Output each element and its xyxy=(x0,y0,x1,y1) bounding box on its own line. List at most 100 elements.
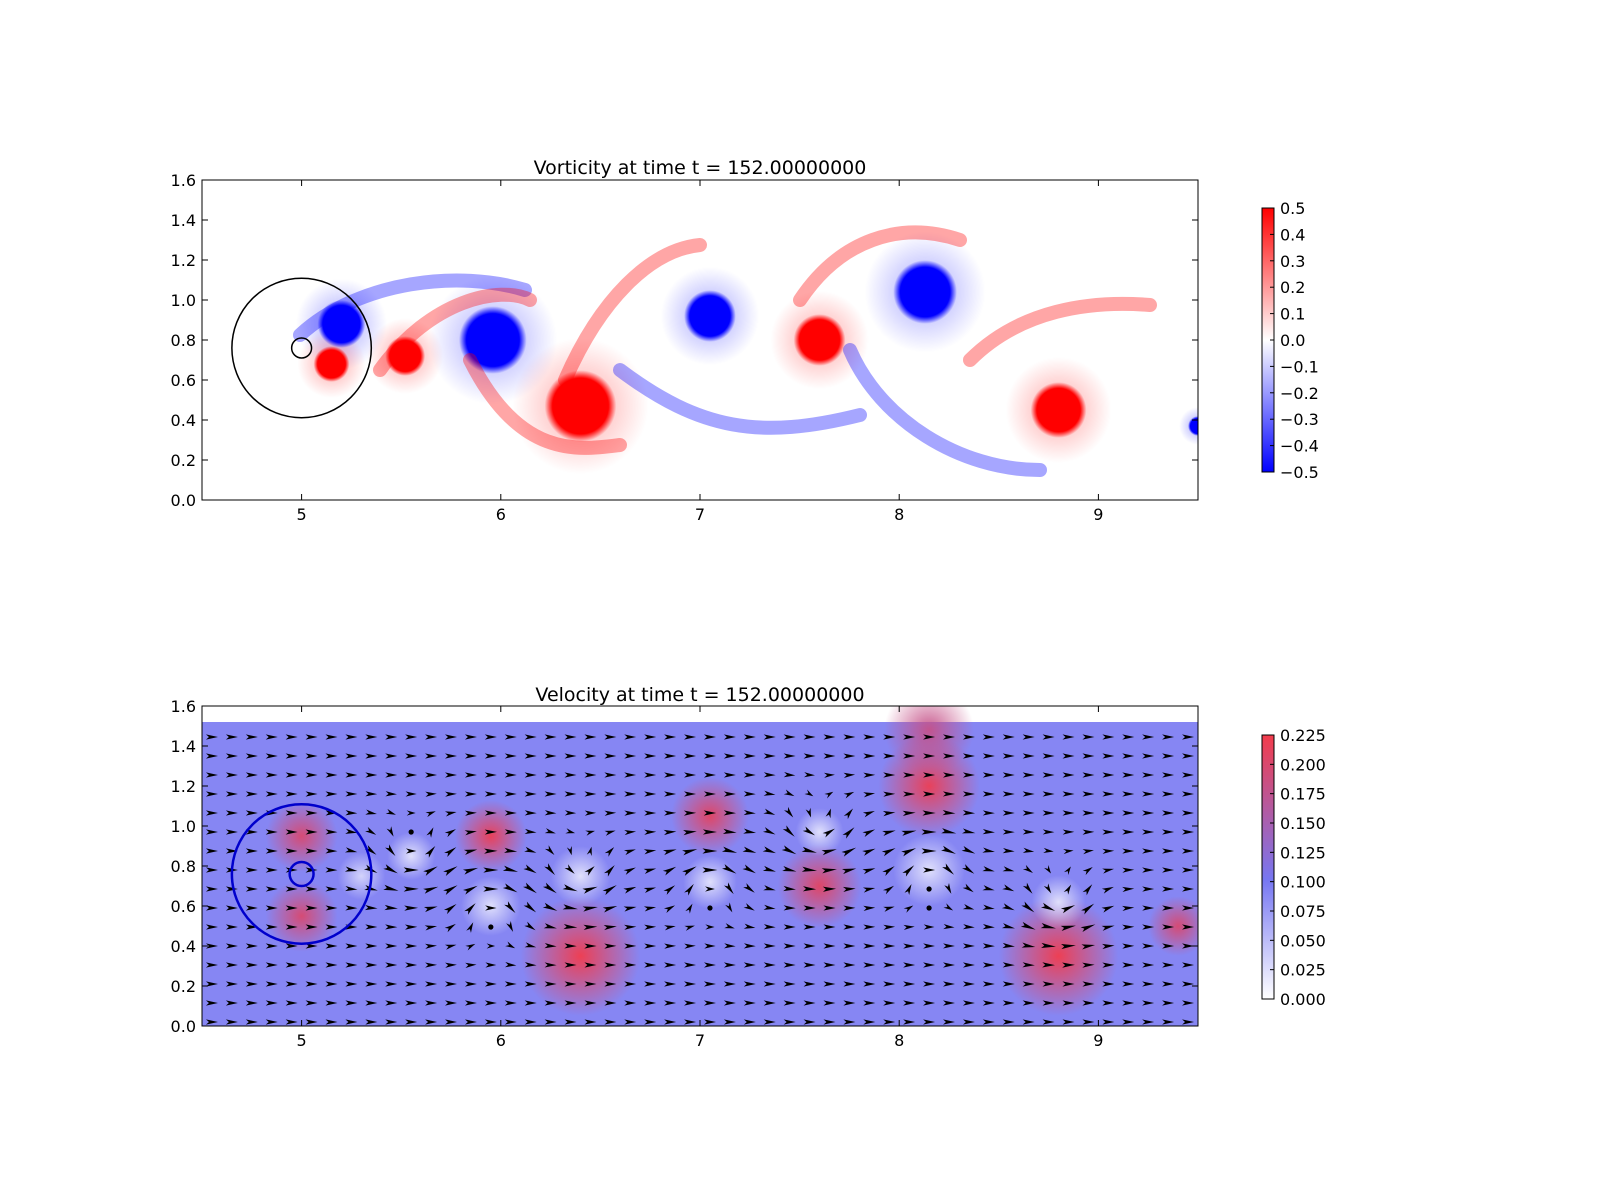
quiver-arrow xyxy=(682,849,698,856)
quiver-arrow xyxy=(285,924,298,930)
quiver-arrow xyxy=(205,810,218,816)
quiver-arrow xyxy=(624,943,637,949)
quiver-arrow xyxy=(305,886,318,892)
quiver-arrow xyxy=(763,1019,776,1025)
quiver-arrow xyxy=(285,905,298,911)
quiver-arrow xyxy=(584,943,597,949)
quiver-arrow xyxy=(225,905,238,911)
quiver-arrow xyxy=(305,924,318,930)
quiver-arrow xyxy=(803,943,816,949)
quiver-arrow xyxy=(285,829,298,835)
quiver-arrow xyxy=(1162,943,1175,949)
colorbar-tick-label: 0.075 xyxy=(1280,902,1326,921)
quiver-arrow xyxy=(1080,924,1096,933)
quiver-arrow xyxy=(1142,848,1155,854)
y-tick-label: 1.0 xyxy=(171,817,196,836)
quiver-arrow xyxy=(345,828,358,834)
speed-blob xyxy=(683,855,737,909)
quiver-arrow xyxy=(245,867,258,873)
quiver-arrow xyxy=(504,810,517,816)
quiver-arrow xyxy=(1021,942,1036,948)
quiver-arrow xyxy=(1162,981,1175,987)
quiver-arrow xyxy=(444,829,456,838)
quiver-arrow xyxy=(465,943,476,951)
quiver-arrow xyxy=(524,1000,537,1006)
quiver-arrow xyxy=(505,941,516,949)
shear-filament xyxy=(293,273,532,342)
quiver-arrow xyxy=(802,886,817,892)
quiver-arrow xyxy=(663,885,676,895)
quiver-arrow xyxy=(763,885,776,891)
quiver-arrow xyxy=(862,848,876,856)
quiver-arrow xyxy=(962,924,975,930)
quiver-arrow xyxy=(883,753,896,759)
quiver-arrow xyxy=(584,962,597,968)
quiver-arrow xyxy=(1182,829,1195,835)
quiver-arrow xyxy=(1102,734,1115,740)
quiver-arrow xyxy=(385,753,398,759)
quiver-arrow xyxy=(843,905,856,911)
quiver-arrow xyxy=(783,789,795,797)
quiver-arrow xyxy=(962,904,975,910)
quiver-arrow xyxy=(225,981,238,987)
quiver-arrow xyxy=(405,1000,418,1006)
quiver-arrow xyxy=(486,943,496,949)
quiver-arrow xyxy=(1182,886,1195,892)
quiver-arrow xyxy=(1102,868,1115,874)
quiver-arrow xyxy=(245,753,258,759)
quiver-arrow xyxy=(504,791,517,797)
quiver-arrow xyxy=(225,734,238,740)
quiver-arrow xyxy=(783,885,796,892)
colorbar-tick-label: −0.1 xyxy=(1280,357,1319,376)
x-tick-label: 9 xyxy=(1093,505,1103,524)
quiver-arrow xyxy=(1122,886,1135,893)
quiver-arrow xyxy=(883,1000,896,1006)
quiver-arrow xyxy=(345,734,358,740)
quiver-arrow xyxy=(684,734,697,740)
quiver-arrow xyxy=(544,863,556,876)
quiver-arrow xyxy=(823,924,836,930)
quiver-arrow xyxy=(763,924,776,930)
quiver-arrow xyxy=(743,753,756,759)
quiver-arrow xyxy=(544,1000,557,1006)
velocity-panel: Velocity at time t = 152.00000000 5 6 7 8 9 0… xyxy=(171,684,1326,1050)
quiver-arrow xyxy=(1122,810,1135,816)
quiver-dot xyxy=(707,905,713,911)
quiver-arrow xyxy=(523,882,537,894)
quiver-arrow xyxy=(1020,921,1036,930)
colorbar-tick-label: −0.2 xyxy=(1280,384,1319,403)
quiver-arrow xyxy=(703,753,716,759)
quiver-arrow xyxy=(923,943,935,949)
colorbar-tick-label: 0.1 xyxy=(1280,305,1305,324)
quiver-arrow xyxy=(664,810,677,816)
quiver-arrow xyxy=(1162,791,1175,797)
x-tick-label: 8 xyxy=(894,505,904,524)
quiver-arrow xyxy=(305,1000,318,1006)
quiver-arrow xyxy=(923,867,936,873)
quiver-arrow xyxy=(783,981,796,987)
quiver-arrow xyxy=(325,1019,338,1025)
quiver-arrow xyxy=(1101,925,1115,931)
x-tick-label: 9 xyxy=(1093,1031,1103,1050)
quiver-arrow xyxy=(265,772,278,778)
quiver-arrow xyxy=(725,902,733,913)
quiver-arrow xyxy=(982,885,995,891)
quiver-arrow xyxy=(1042,734,1055,740)
quiver-arrow xyxy=(702,848,718,854)
quiver-arrow xyxy=(365,791,378,797)
quiver-arrow xyxy=(1042,1019,1055,1025)
speed-blob xyxy=(1031,875,1086,929)
quiver-arrow xyxy=(1082,829,1095,835)
quiver-arrow xyxy=(664,1019,677,1025)
quiver-arrow xyxy=(245,791,258,797)
quiver-arrow xyxy=(345,1019,358,1025)
quiver-arrow xyxy=(285,867,298,873)
quiver-arrow xyxy=(803,734,816,740)
quiver-arrow xyxy=(903,734,916,740)
quiver-arrow xyxy=(1063,848,1074,855)
quiver-arrow xyxy=(783,924,796,930)
quiver-arrow xyxy=(565,828,576,834)
quiver-arrow xyxy=(782,825,795,837)
quiver-arrow xyxy=(584,772,597,778)
quiver-arrow xyxy=(265,943,278,949)
